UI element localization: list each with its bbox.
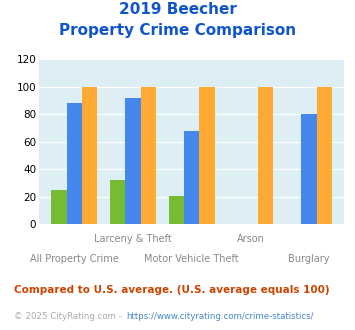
Text: Arson: Arson (236, 234, 264, 244)
Text: Property Crime Comparison: Property Crime Comparison (59, 23, 296, 38)
Bar (51, 190, 67, 224)
Bar (301, 115, 317, 224)
Bar (258, 87, 273, 224)
Bar (67, 103, 82, 224)
Text: Burglary: Burglary (288, 254, 330, 264)
Bar (184, 131, 200, 224)
Text: Compared to U.S. average. (U.S. average equals 100): Compared to U.S. average. (U.S. average … (14, 285, 330, 295)
Text: Larceny & Theft: Larceny & Theft (94, 234, 172, 244)
Text: © 2025 CityRating.com -: © 2025 CityRating.com - (14, 312, 125, 321)
Text: Motor Vehicle Theft: Motor Vehicle Theft (144, 254, 239, 264)
Bar (200, 87, 214, 224)
Text: https://www.cityrating.com/crime-statistics/: https://www.cityrating.com/crime-statist… (126, 312, 313, 321)
Bar (125, 98, 141, 224)
Legend: Beecher, Illinois, National: Beecher, Illinois, National (51, 326, 333, 330)
Bar (82, 87, 97, 224)
Bar (110, 181, 125, 224)
Bar (141, 87, 156, 224)
Bar (317, 87, 332, 224)
Text: All Property Crime: All Property Crime (30, 254, 119, 264)
Bar (169, 195, 184, 224)
Text: 2019 Beecher: 2019 Beecher (119, 2, 236, 16)
